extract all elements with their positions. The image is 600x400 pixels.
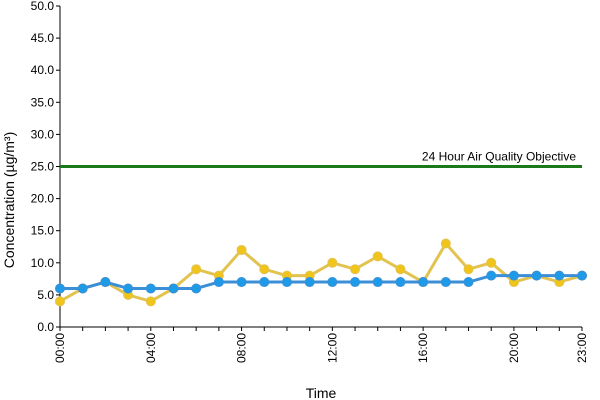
y-tick-label: 40.0 [31, 63, 55, 77]
x-axis-title: Time [306, 385, 337, 400]
y-tick-label: 10.0 [31, 256, 55, 270]
x-tick-label: 08:00 [235, 333, 249, 363]
data-point [100, 277, 111, 288]
x-tick-label: 23:00 [575, 333, 589, 363]
data-point [350, 277, 361, 288]
data-point [191, 283, 202, 294]
data-point [123, 283, 134, 294]
y-tick-label: 5.0 [37, 288, 54, 302]
series-line [60, 274, 582, 290]
data-point [168, 283, 179, 294]
data-point [304, 277, 315, 288]
data-point [418, 277, 429, 288]
data-point [281, 277, 292, 288]
y-tick-label: 30.0 [31, 127, 55, 141]
data-point [463, 264, 474, 275]
data-point [327, 257, 338, 268]
y-tick-label: 0.0 [37, 320, 54, 334]
data-point [327, 277, 338, 288]
tick-labels: 0.0 5.0 10.0 15.0 20.0 25.0 30.0 35.0 40.0 45.0 50… [31, 0, 589, 363]
data-point [372, 251, 383, 262]
data-point [145, 283, 156, 294]
y-tick-label: 20.0 [31, 192, 55, 206]
data-point [486, 257, 497, 268]
series-line [59, 242, 583, 303]
x-tick-label: 16:00 [416, 333, 430, 363]
series-1 [55, 238, 587, 307]
x-tick-label: 00:00 [53, 333, 67, 363]
x-tick-label: 12:00 [325, 333, 339, 363]
series-group [55, 238, 587, 307]
reference-line-group: 24 Hour Air Quality Objective [60, 150, 582, 168]
x-tick-label: 04:00 [144, 333, 158, 363]
data-point [577, 270, 587, 281]
data-point [463, 277, 474, 288]
data-point [531, 270, 542, 281]
y-tick-label: 45.0 [31, 31, 55, 45]
data-point [440, 277, 451, 288]
y-axis-title: Concentration (µg/m³) [1, 132, 17, 268]
data-point [395, 277, 406, 288]
data-point [55, 296, 65, 307]
data-point [145, 296, 156, 307]
data-point [350, 264, 361, 275]
y-tick-label: 15.0 [31, 224, 55, 238]
reference-line-label: 24 Hour Air Quality Objective [422, 150, 576, 164]
y-tick-label: 25.0 [31, 160, 55, 174]
data-point [508, 270, 519, 281]
data-point [440, 238, 451, 249]
data-point [395, 264, 406, 275]
data-point [554, 270, 565, 281]
x-tick-label: 20:00 [507, 333, 521, 363]
y-tick-label: 50.0 [31, 0, 55, 13]
data-point [259, 264, 270, 275]
data-point [191, 264, 202, 275]
series-2 [55, 270, 587, 294]
data-point [372, 277, 383, 288]
data-point [259, 277, 270, 288]
data-point [236, 277, 247, 288]
data-point [55, 283, 65, 294]
data-point [77, 283, 88, 294]
data-point [213, 277, 224, 288]
data-point [236, 244, 247, 255]
data-point [486, 270, 497, 281]
y-tick-label: 35.0 [31, 95, 55, 109]
